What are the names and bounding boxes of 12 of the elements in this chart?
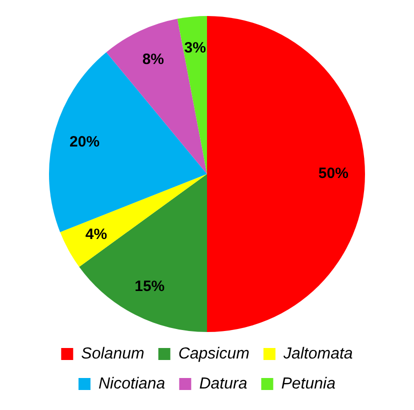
legend-label: Petunia [281,375,336,392]
data-label: 15% [134,278,165,295]
legend-label: Capsicum [178,345,250,362]
legend-label: Solanum [81,345,144,362]
data-label: 50% [318,165,348,182]
legend-label: Jaltomata [282,345,353,362]
data-label: 8% [142,50,164,68]
legend-label: Nicotiana [98,375,166,392]
data-label: 20% [70,134,100,151]
legend-label: Datura [199,375,248,392]
data-label: 4% [85,226,108,244]
data-label: 3% [184,39,206,56]
